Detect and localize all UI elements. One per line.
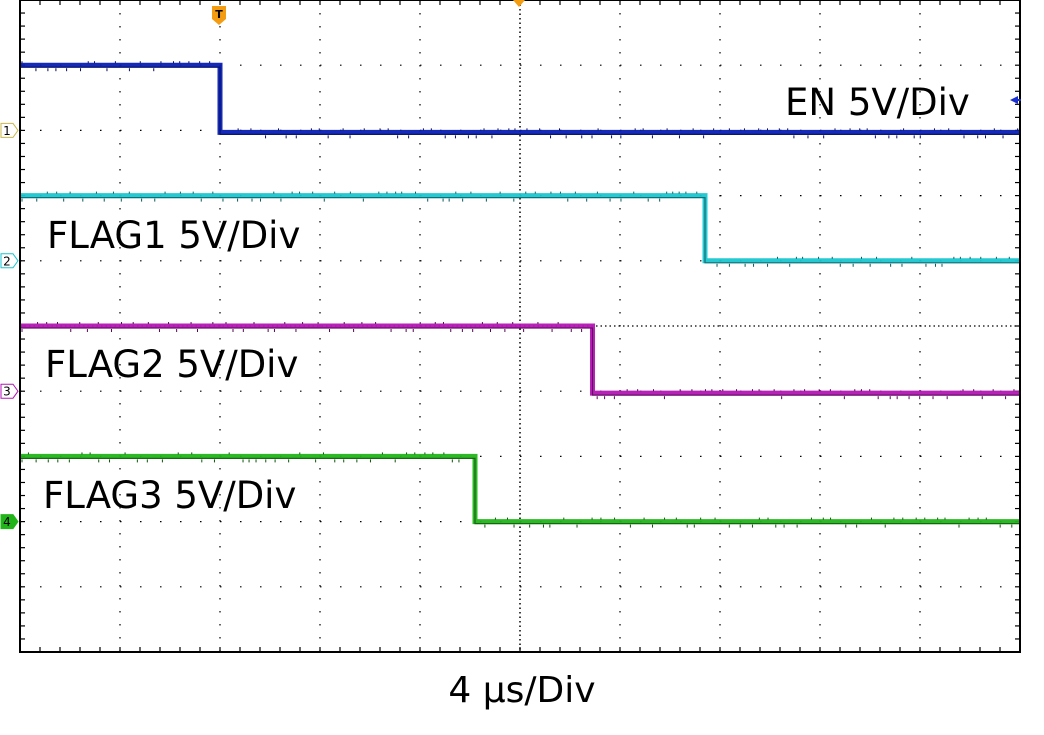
channel-1-number: 1 [3,124,11,138]
traces [20,61,1020,528]
trigger-marker-icon: T [212,6,226,25]
trigger-label: T [215,8,223,21]
x-axis-label: 4 µs/Div [448,670,596,711]
channel-2-number: 2 [3,254,11,268]
flag2-label: FLAG2 5V/Div [45,343,298,386]
trigger-level-arrow-icon [1010,96,1021,104]
flag1-label: FLAG1 5V/Div [47,214,300,257]
horizontal-position-marker-icon [513,0,525,7]
channel-3-number: 3 [3,385,11,399]
channel-4-marker-icon[interactable]: 4 [0,514,19,530]
channel-3-marker-icon[interactable]: 3 [0,383,19,399]
en-label: EN 5V/Div [785,81,970,124]
channel-2-marker-icon[interactable]: 2 [0,253,19,269]
channel-4-number: 4 [3,515,11,529]
channel-1-marker-icon[interactable]: 1 [0,122,19,138]
plot-frame [19,0,1021,653]
channel-markers: 1 2 3 4 [0,122,19,530]
flag3-label: FLAG3 5V/Div [43,474,296,517]
